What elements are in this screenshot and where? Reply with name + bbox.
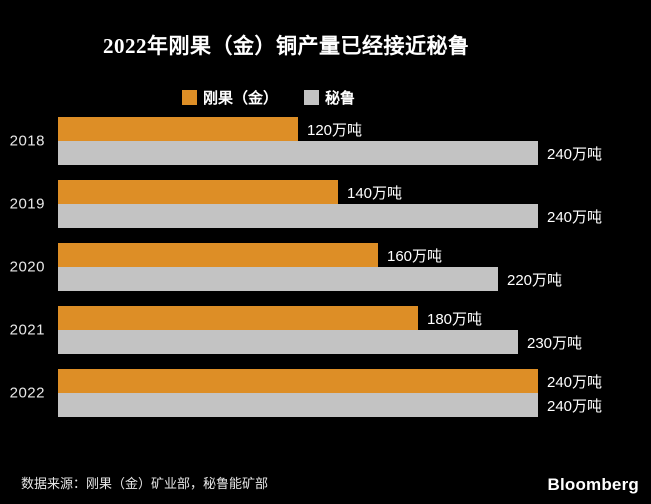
bar-group-2022: 2022 240万吨 240万吨: [0, 369, 651, 417]
legend-item-congo: 刚果（金）: [182, 87, 278, 108]
bar-group-2021: 2021 180万吨 230万吨: [0, 306, 651, 354]
value-label-congo: 140万吨: [347, 184, 403, 202]
value-label-congo: 160万吨: [387, 247, 443, 265]
year-label: 2018: [9, 132, 45, 150]
year-label: 2022: [9, 384, 45, 402]
legend-swatch-peru: [304, 90, 320, 105]
bar-peru: [58, 267, 498, 291]
bar-group-2019: 2019 140万吨 240万吨: [0, 180, 651, 228]
bar-peru: [58, 141, 538, 165]
legend-swatch-congo: [182, 90, 197, 105]
value-label-peru: 240万吨: [547, 208, 603, 226]
value-label-peru: 220万吨: [507, 271, 563, 289]
legend: 刚果（金） 秘鲁: [182, 87, 355, 108]
bar-peru: [58, 330, 518, 354]
legend-label-peru: 秘鲁: [325, 91, 356, 107]
bar-group-2018: 2018 120万吨 240万吨: [0, 117, 651, 165]
source-note: 数据来源：刚果（金）矿业部，秘鲁能矿部: [21, 476, 269, 491]
bar-congo: [58, 243, 378, 267]
legend-label-congo: 刚果（金）: [203, 91, 279, 107]
bloomberg-logo: Bloomberg: [547, 475, 639, 494]
value-label-congo: 240万吨: [547, 373, 603, 391]
value-label-congo: 120万吨: [307, 121, 363, 139]
bar-group-2020: 2020 160万吨 220万吨: [0, 243, 651, 291]
value-label-peru: 240万吨: [547, 145, 603, 163]
bar-congo: [58, 117, 298, 141]
bar-congo: [58, 306, 418, 330]
bar-congo: [58, 369, 538, 393]
value-label-peru: 240万吨: [547, 397, 603, 415]
year-label: 2019: [9, 195, 45, 213]
chart-title: 2022年刚果（金）铜产量已经接近秘鲁: [103, 34, 470, 58]
year-label: 2021: [9, 321, 45, 339]
legend-item-peru: 秘鲁: [304, 87, 355, 108]
year-label: 2020: [9, 258, 45, 276]
value-label-congo: 180万吨: [427, 310, 483, 328]
bar-congo: [58, 180, 338, 204]
plot-area: 2018 120万吨 240万吨 2019 140万吨: [0, 117, 651, 432]
value-label-peru: 230万吨: [527, 334, 583, 352]
bar-peru: [58, 204, 538, 228]
bar-peru: [58, 393, 538, 417]
